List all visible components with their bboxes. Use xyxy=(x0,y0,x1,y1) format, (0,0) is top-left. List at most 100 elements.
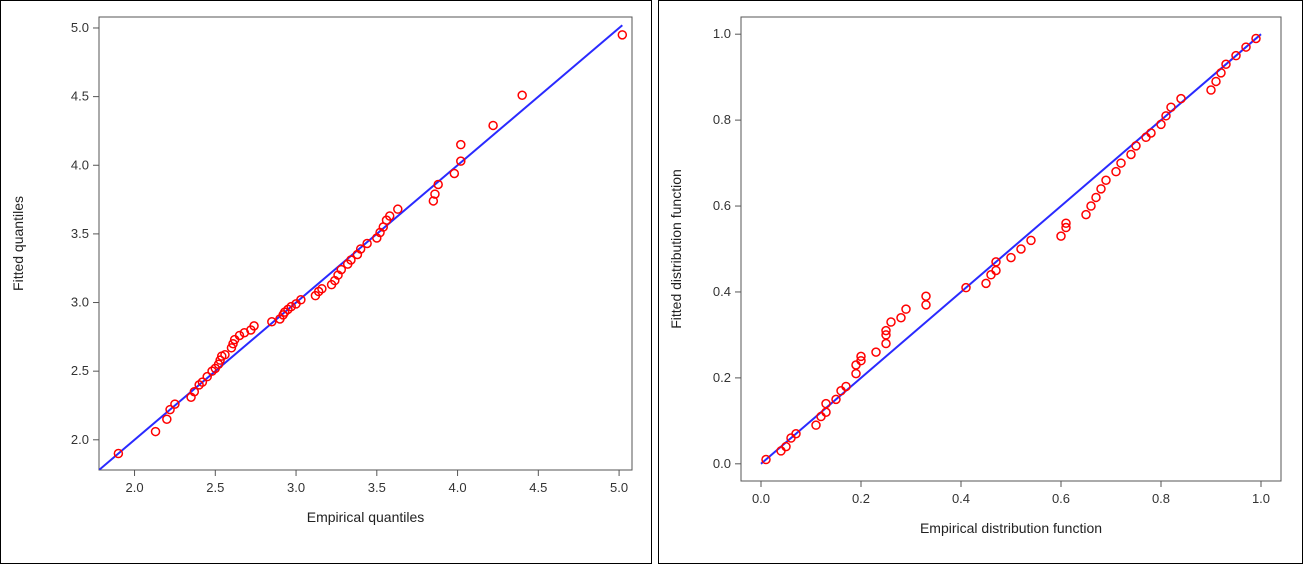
pp-data-point xyxy=(1086,201,1096,211)
pp-data-point xyxy=(881,330,891,340)
pp-data-point xyxy=(1101,175,1111,186)
pp-data-point xyxy=(881,325,891,336)
pp-data-point xyxy=(1081,209,1091,220)
pp-x-tick-label: 0.2 xyxy=(852,491,870,506)
pp-plot: 0.0 0.2 0.4 0.6 0.8 1.0 0.0 0.2 0.4 0.6 0.8 1.0 Empi… xyxy=(668,16,1282,536)
pp-data-point xyxy=(776,446,786,456)
qq-data-point xyxy=(346,255,356,265)
qq-x-tick-label: 4.5 xyxy=(529,480,547,495)
qq-data-point xyxy=(617,30,628,40)
pp-data-point xyxy=(1251,33,1261,44)
pp-data-point xyxy=(836,386,846,396)
pp-x-axis-label: Empirical distribution function xyxy=(920,520,1102,536)
pp-data-point xyxy=(1061,222,1071,233)
pp-data-point xyxy=(1141,132,1151,143)
qq-data-point xyxy=(433,179,443,190)
qq-plot-frame xyxy=(98,16,633,471)
pp-data-point xyxy=(896,312,906,323)
qq-y-tick-label: 3.5 xyxy=(71,226,89,241)
qq-data-point xyxy=(228,338,238,349)
qq-x-tick-label: 3.5 xyxy=(368,480,386,495)
qq-x-tick-label: 5.0 xyxy=(610,480,628,495)
qq-x-tick-label: 3.0 xyxy=(287,480,305,495)
pp-y-tick-label: 1.0 xyxy=(713,26,731,41)
pp-data-point xyxy=(831,394,841,405)
pp-data-point xyxy=(851,368,861,379)
pp-data-point xyxy=(1006,252,1016,263)
qq-data-point xyxy=(384,211,395,221)
pp-x-tick-label: 0.4 xyxy=(952,491,970,506)
qq-data-point xyxy=(456,156,466,166)
pp-y-axis-label: Fitted distribution function xyxy=(668,169,684,329)
pp-data-point xyxy=(1176,93,1186,104)
pp-data-point xyxy=(856,351,866,362)
qq-y-tick-label: 2.0 xyxy=(71,432,89,447)
qq-data-point xyxy=(189,387,200,397)
pp-data-point xyxy=(1126,149,1136,160)
qq-reference-line xyxy=(99,24,623,470)
pp-data-point xyxy=(841,381,851,392)
pp-data-point xyxy=(881,338,891,349)
pp-data-point xyxy=(991,257,1001,267)
pp-data-point xyxy=(856,355,866,366)
pp-data-point xyxy=(1096,184,1106,194)
pp-reference-line xyxy=(760,33,1262,465)
pp-data-point xyxy=(1231,50,1241,61)
qq-plot-panel: 2.0 2.5 3.0 3.5 4.0 4.5 5.0 2.0 2.5 3.0 3.5 4.0 4.5 5… xyxy=(0,0,652,564)
pp-data-point xyxy=(1131,141,1141,151)
pp-x-tick-label: 0.6 xyxy=(1052,491,1070,506)
qq-data-point xyxy=(267,316,277,327)
pp-y-tick-label: 0.4 xyxy=(713,284,731,299)
pp-data-point xyxy=(851,360,861,370)
pp-data-point xyxy=(1061,218,1071,228)
qq-x-tick-label: 4.0 xyxy=(449,480,467,495)
qq-y-tick-label: 3.0 xyxy=(71,295,89,310)
qq-x-tick-label: 2.5 xyxy=(206,480,224,495)
qq-y-tick-label: 5.0 xyxy=(71,20,89,35)
qq-data-point xyxy=(488,120,498,131)
qq-data-point xyxy=(113,448,124,459)
pp-data-point xyxy=(1056,231,1066,241)
pp-data-point xyxy=(921,300,931,310)
qq-y-tick-label: 4.0 xyxy=(71,157,89,172)
pp-plot-frame xyxy=(740,16,1282,482)
qq-data-point xyxy=(197,377,208,387)
qq-data-point xyxy=(355,244,366,254)
pp-data-point xyxy=(811,420,821,430)
pp-data-point xyxy=(1116,158,1126,168)
pp-x-tick-label: 0.8 xyxy=(1152,491,1170,506)
qq-data-point xyxy=(213,359,224,370)
pp-data-point xyxy=(1091,192,1101,203)
pp-data-point xyxy=(781,441,791,452)
pp-data-point xyxy=(871,347,881,357)
qq-data-point xyxy=(393,204,403,214)
pp-x-tick-label: 0.0 xyxy=(752,491,770,506)
pp-data-point xyxy=(1221,59,1231,70)
pp-data-point xyxy=(886,317,896,327)
qq-data-point xyxy=(517,90,527,100)
pp-data-point xyxy=(1206,85,1216,95)
pp-data-point xyxy=(1211,76,1221,87)
qq-data-point xyxy=(317,284,327,294)
pp-x-tick-label: 1.0 xyxy=(1252,491,1270,506)
pp-data-point xyxy=(1166,102,1176,112)
pp-y-tick-label: 0.2 xyxy=(713,370,731,385)
pp-data-point xyxy=(1026,235,1036,246)
pp-data-point xyxy=(791,428,801,439)
qq-data-point xyxy=(170,399,180,409)
pp-data-point xyxy=(761,454,771,465)
pp-data-point xyxy=(961,282,971,293)
qq-x-tick-label: 2.0 xyxy=(125,480,143,495)
pp-data-point xyxy=(981,278,991,289)
qq-data-point xyxy=(362,238,372,249)
pp-data-point xyxy=(921,291,931,302)
pp-y-tick-label: 0.0 xyxy=(713,456,731,471)
qq-data-point xyxy=(234,330,245,341)
pp-y-tick-label: 0.6 xyxy=(713,198,731,213)
qq-data-point xyxy=(336,264,347,275)
pp-data-point xyxy=(821,398,831,409)
qq-marks xyxy=(99,24,628,470)
pp-data-point xyxy=(1111,166,1121,177)
qq-y-tick-label: 4.5 xyxy=(71,89,89,104)
pp-data-point xyxy=(901,304,911,314)
